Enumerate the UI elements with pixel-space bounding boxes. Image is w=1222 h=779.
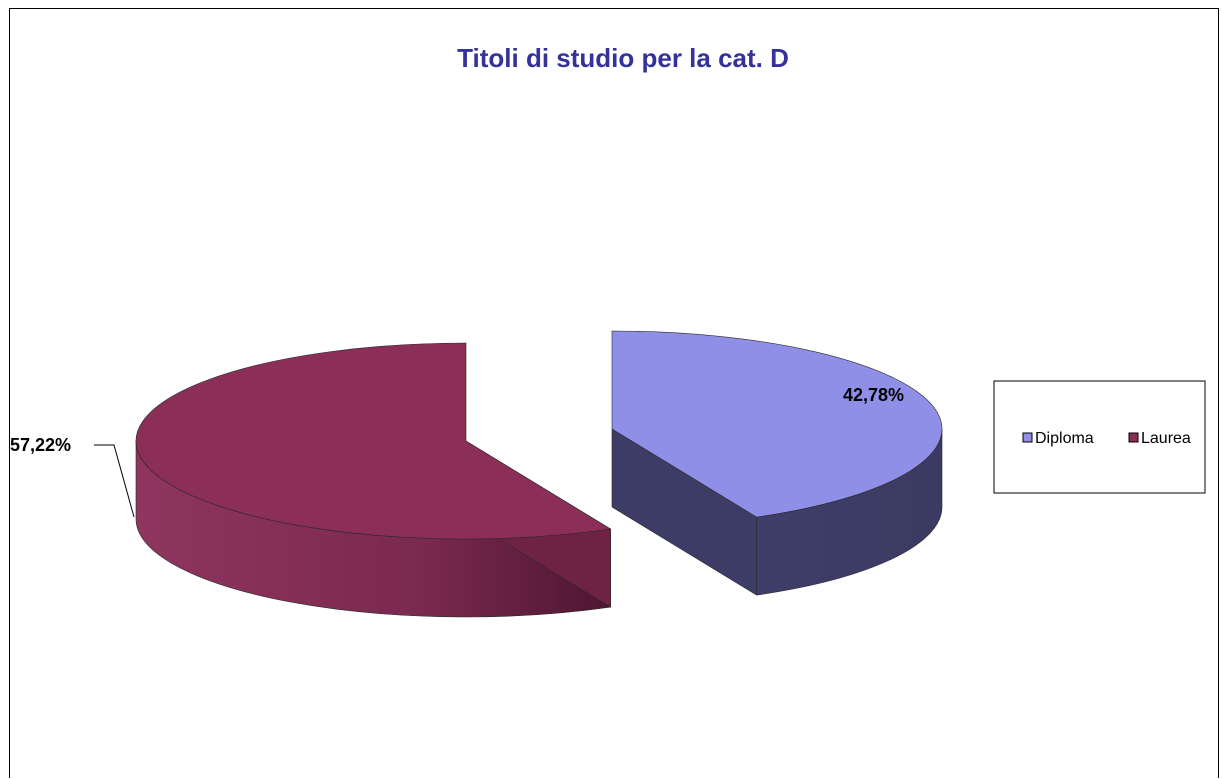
legend-swatch-laurea [1128,432,1139,443]
legend-label-laurea: Laurea [1141,430,1191,447]
legend-swatch-diploma [1022,432,1033,443]
pie-chart: Titoli di studio per la cat. D 42,78% 57,… [10,43,1206,618]
legend-label-diploma: Diploma [1035,430,1094,447]
pie-slice-laurea [135,342,612,618]
legend: Diploma Laurea [993,380,1206,494]
chart-title: Titoli di studio per la cat. D [457,43,789,73]
chart-area: Titoli di studio per la cat. D 42,78% 57,… [9,8,1219,778]
pie-slice-top-diploma [611,330,943,518]
data-label-laurea: 57,22% [10,435,71,455]
leader-line-laurea [94,444,135,518]
pie-slice-top-laurea [135,342,612,540]
data-label-diploma: 42,78% [843,385,904,405]
pie-slice-diploma [611,330,943,596]
